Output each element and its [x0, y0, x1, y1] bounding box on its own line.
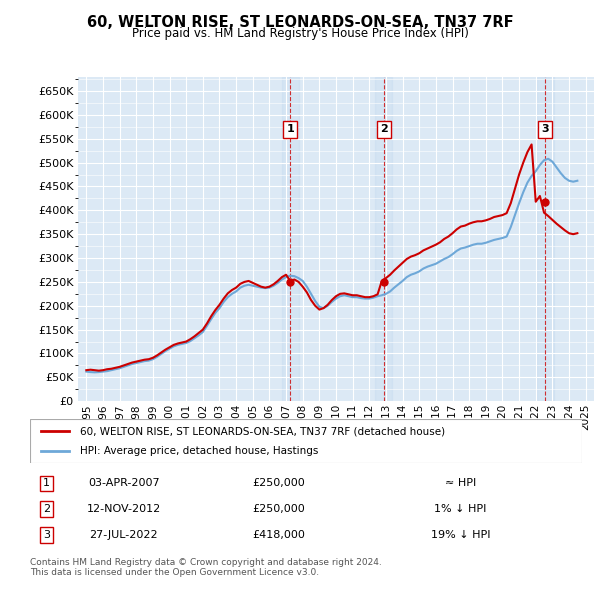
Text: 1: 1 — [43, 478, 50, 489]
Text: 60, WELTON RISE, ST LEONARDS-ON-SEA, TN37 7RF (detached house): 60, WELTON RISE, ST LEONARDS-ON-SEA, TN3… — [80, 427, 445, 436]
Text: 2: 2 — [380, 124, 388, 134]
Text: 1% ↓ HPI: 1% ↓ HPI — [434, 504, 487, 514]
Text: 2: 2 — [43, 504, 50, 514]
Bar — [376, 77, 392, 401]
Text: Contains HM Land Registry data © Crown copyright and database right 2024.
This d: Contains HM Land Registry data © Crown c… — [30, 558, 382, 577]
Bar — [537, 77, 554, 401]
Text: £250,000: £250,000 — [252, 504, 305, 514]
Text: ≈ HPI: ≈ HPI — [445, 478, 476, 489]
Text: Price paid vs. HM Land Registry's House Price Index (HPI): Price paid vs. HM Land Registry's House … — [131, 27, 469, 40]
FancyBboxPatch shape — [30, 419, 582, 463]
Text: £250,000: £250,000 — [252, 478, 305, 489]
Text: 12-NOV-2012: 12-NOV-2012 — [87, 504, 161, 514]
Text: 1: 1 — [286, 124, 294, 134]
Text: £418,000: £418,000 — [252, 530, 305, 540]
Text: 3: 3 — [43, 530, 50, 540]
Text: HPI: Average price, detached house, Hastings: HPI: Average price, detached house, Hast… — [80, 446, 318, 455]
Text: 3: 3 — [541, 124, 549, 134]
Text: 03-APR-2007: 03-APR-2007 — [88, 478, 160, 489]
Text: 27-JUL-2022: 27-JUL-2022 — [89, 530, 158, 540]
Text: 19% ↓ HPI: 19% ↓ HPI — [431, 530, 490, 540]
Bar — [282, 77, 299, 401]
Text: 60, WELTON RISE, ST LEONARDS-ON-SEA, TN37 7RF: 60, WELTON RISE, ST LEONARDS-ON-SEA, TN3… — [86, 15, 514, 30]
